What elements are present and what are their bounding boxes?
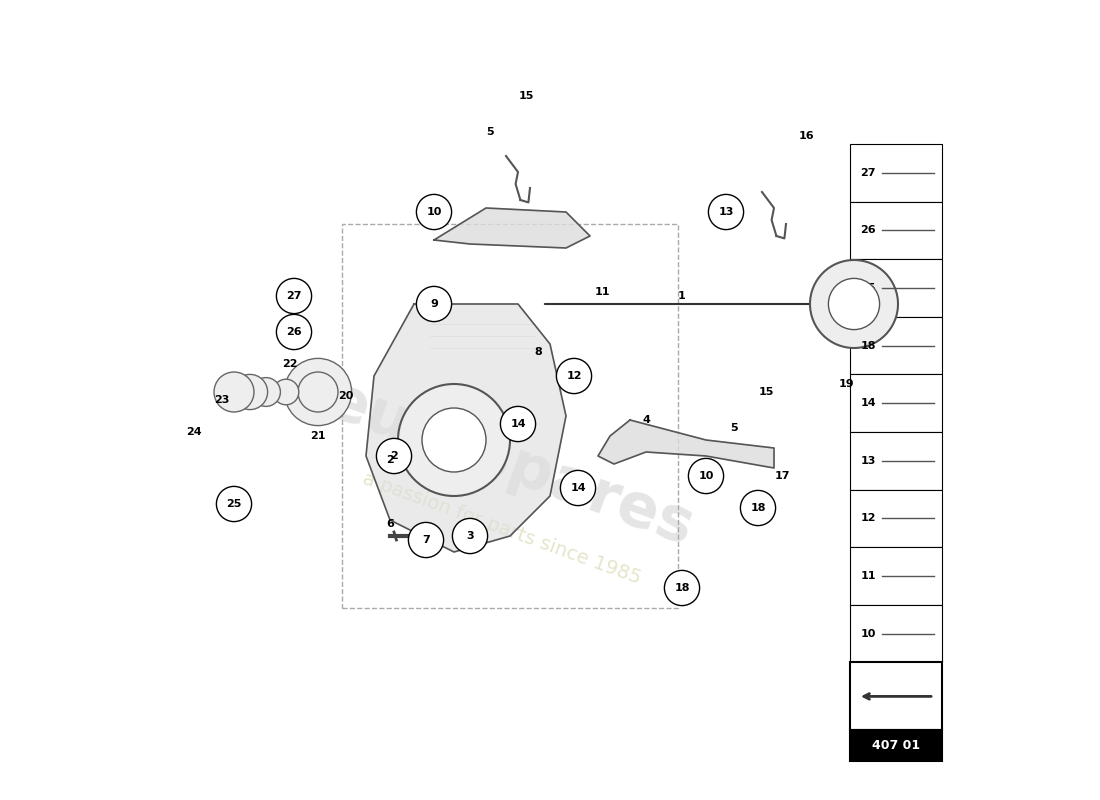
- Text: 10: 10: [427, 207, 442, 217]
- Bar: [850, 259, 942, 317]
- Text: 20: 20: [339, 391, 354, 401]
- Text: 19: 19: [838, 379, 854, 389]
- Polygon shape: [434, 208, 590, 248]
- Text: 18: 18: [674, 583, 690, 593]
- Text: 9: 9: [430, 299, 438, 309]
- Text: a passion for parts since 1985: a passion for parts since 1985: [360, 469, 644, 587]
- Text: 407 01: 407 01: [872, 739, 920, 752]
- Bar: [342, 224, 678, 608]
- Bar: [850, 605, 942, 662]
- Circle shape: [560, 470, 595, 506]
- Circle shape: [689, 458, 724, 494]
- Text: 13: 13: [718, 207, 734, 217]
- Bar: [850, 662, 942, 730]
- Text: 14: 14: [570, 483, 586, 493]
- Text: 27: 27: [286, 291, 301, 301]
- Text: 10: 10: [860, 629, 876, 638]
- Bar: [850, 490, 942, 547]
- Text: 26: 26: [860, 226, 876, 235]
- Text: 2: 2: [386, 455, 394, 465]
- Circle shape: [408, 522, 443, 558]
- Text: 21: 21: [310, 431, 326, 441]
- Text: 10: 10: [698, 471, 714, 481]
- Circle shape: [252, 378, 280, 406]
- Circle shape: [276, 314, 311, 350]
- Text: eurospares: eurospares: [318, 370, 702, 558]
- Text: 15: 15: [758, 387, 773, 397]
- Circle shape: [828, 278, 880, 330]
- Text: 12: 12: [860, 514, 876, 523]
- Circle shape: [557, 358, 592, 394]
- Circle shape: [376, 438, 411, 474]
- Text: 25: 25: [227, 499, 242, 509]
- Text: 26: 26: [286, 327, 301, 337]
- Text: 15: 15: [518, 91, 534, 101]
- Circle shape: [810, 260, 898, 348]
- Circle shape: [214, 372, 254, 412]
- Text: 1: 1: [678, 291, 686, 301]
- Circle shape: [417, 286, 452, 322]
- Text: 18: 18: [860, 341, 876, 350]
- Circle shape: [298, 372, 338, 412]
- Circle shape: [708, 194, 744, 230]
- Text: 4: 4: [642, 415, 650, 425]
- Circle shape: [740, 490, 776, 526]
- Circle shape: [217, 486, 252, 522]
- Circle shape: [500, 406, 536, 442]
- Text: 13: 13: [860, 456, 876, 466]
- Polygon shape: [366, 304, 566, 552]
- Text: 14: 14: [510, 419, 526, 429]
- Circle shape: [398, 384, 510, 496]
- Bar: [850, 202, 942, 259]
- Circle shape: [422, 408, 486, 472]
- Circle shape: [285, 358, 352, 426]
- Text: 11: 11: [860, 571, 876, 581]
- Polygon shape: [598, 420, 774, 468]
- Bar: [850, 547, 942, 605]
- Text: 14: 14: [860, 398, 876, 408]
- Text: 2: 2: [390, 451, 398, 461]
- Text: 11: 11: [594, 287, 609, 297]
- Circle shape: [417, 194, 452, 230]
- Bar: [850, 432, 942, 490]
- Text: 25: 25: [860, 283, 876, 293]
- Bar: [850, 374, 942, 432]
- Text: 27: 27: [860, 168, 876, 178]
- Circle shape: [276, 278, 311, 314]
- Text: 5: 5: [486, 127, 494, 137]
- Text: 6: 6: [386, 519, 394, 529]
- Text: 23: 23: [214, 395, 230, 405]
- Text: 7: 7: [422, 535, 430, 545]
- Text: 8: 8: [535, 347, 542, 357]
- Text: 5: 5: [730, 423, 738, 433]
- Text: 12: 12: [566, 371, 582, 381]
- Text: 16: 16: [799, 131, 814, 141]
- Circle shape: [273, 379, 299, 405]
- Text: 3: 3: [466, 531, 474, 541]
- Circle shape: [452, 518, 487, 554]
- Text: 22: 22: [283, 359, 298, 369]
- Bar: [850, 144, 942, 202]
- Text: 18: 18: [750, 503, 766, 513]
- Text: 17: 17: [774, 471, 790, 481]
- Text: 24: 24: [186, 427, 201, 437]
- Bar: [850, 317, 942, 374]
- Circle shape: [232, 374, 267, 410]
- Bar: [850, 730, 942, 761]
- Circle shape: [664, 570, 700, 606]
